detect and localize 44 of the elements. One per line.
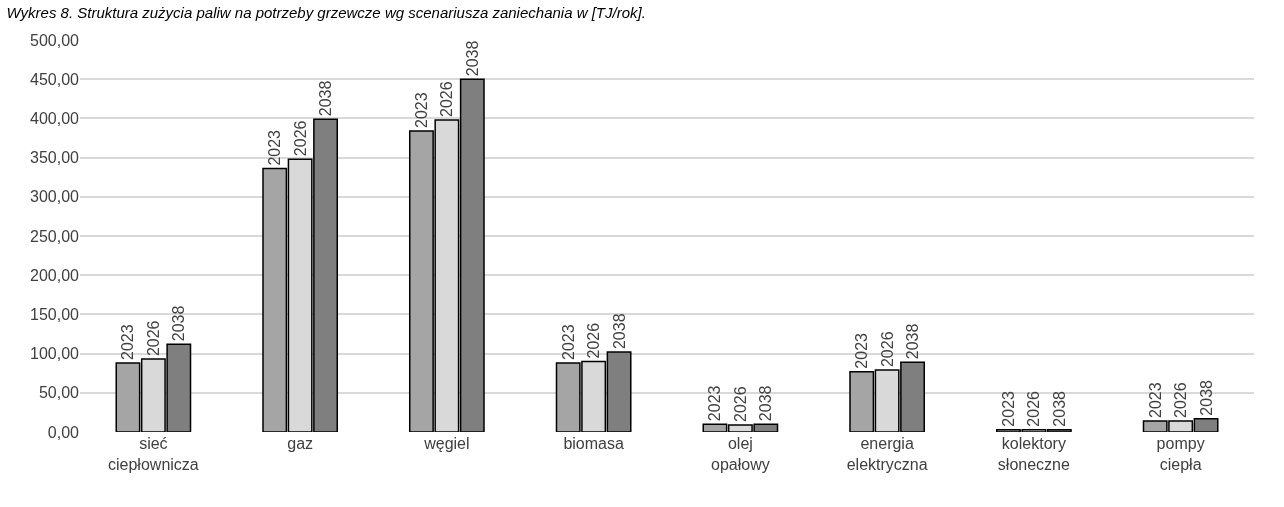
text: 2026 [144,320,162,357]
x-tick-label: olej opałowy [711,435,770,473]
y-tick-label: 400,00 [30,110,80,127]
text: 2038 [757,385,775,422]
y-tick-label: 350,00 [30,149,80,167]
x-tick-label: energia elektryczna [846,435,928,473]
x-tick-label: węgiel [423,435,470,452]
y-tick-label: 450,00 [30,70,80,88]
text: 2023 [706,385,724,422]
text: 2023 [266,129,284,166]
y-tick-label: 500,00 [30,31,80,49]
x-tick-label: biomasa [563,435,624,452]
y-tick-label: 300,00 [30,188,80,206]
x-tick-label: pompy ciepła [1156,435,1205,473]
text: 2026 [291,120,309,157]
text: 2026 [1025,391,1043,427]
text: 2026 [731,386,749,422]
text: 2026 [1172,382,1190,419]
text: 2023 [1146,382,1164,419]
text: 2023 [853,333,871,369]
text: 2026 [438,81,456,117]
text: 2038 [1197,380,1215,416]
y-tick-label: 200,00 [30,266,80,284]
text: 2023 [412,92,430,128]
y-tick-label: 50,00 [38,384,80,402]
y-tick-label: 150,00 [30,306,80,323]
text: 2038 [610,313,628,350]
y-tick-label: 100,00 [30,345,80,363]
y-tick-label: 250,00 [30,227,80,245]
chart-title: Wykres 8. Struktura zużycia paliw na potrzeby grzewcze wg scenariusza zaniechania w [TJ/rok]. [6,4,646,22]
text: 2038 [317,80,335,117]
text: 2026 [585,322,603,359]
text: 2038 [463,40,481,77]
text: 2023 [559,324,577,361]
x-tick-label: kolektory słoneczne [997,435,1071,473]
text: 2038 [170,305,188,342]
text: 2023 [119,324,137,361]
text: 2038 [1050,391,1068,427]
y-tick-label: 0,00 [47,423,80,441]
text: 2026 [878,331,896,368]
x-tick-label: gaz [287,435,314,452]
text: 2023 [999,391,1017,427]
text: 2038 [904,323,922,360]
x-tick-label: sieć ciepłownicza [108,435,199,473]
